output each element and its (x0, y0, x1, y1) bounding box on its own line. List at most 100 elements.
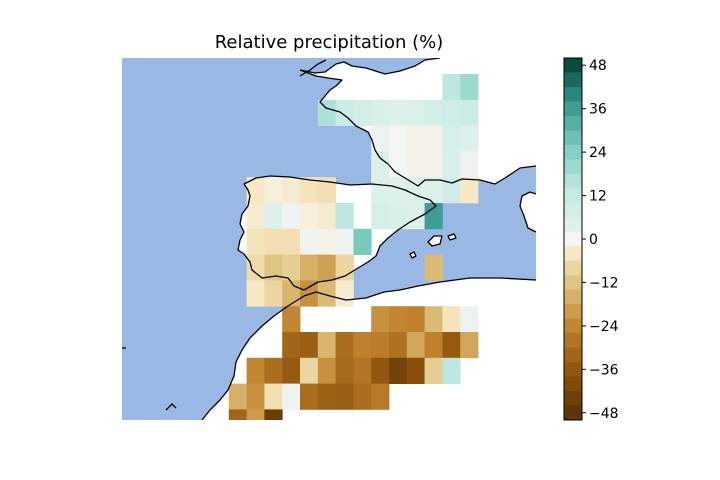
coastline-ibiza (409, 251, 417, 259)
colorbar-band (564, 217, 582, 233)
grid-cell (228, 383, 247, 410)
grid-cell (335, 228, 354, 255)
grid-cell (335, 203, 354, 230)
coastline-france (299, 58, 536, 187)
grid-cell (300, 280, 319, 307)
colorbar-band (564, 318, 582, 334)
grid-cell (335, 99, 354, 126)
grid-cell (335, 280, 354, 307)
grid-cell (406, 99, 425, 126)
grid-cell (389, 332, 408, 359)
colorbar-band (564, 376, 582, 392)
colorbar-tick-label: 48 (589, 58, 607, 74)
grid-cell (371, 177, 390, 204)
grid-cell (264, 254, 283, 281)
grid-cell (246, 254, 265, 281)
colorbar-band (564, 58, 582, 73)
colorbar-tick-label: 24 (589, 145, 607, 161)
colorbar-band (564, 144, 582, 160)
colorbar-band (564, 260, 582, 276)
colorbar-tick-label: −24 (589, 319, 619, 335)
grid-cell (442, 99, 461, 126)
grid-cell (264, 383, 283, 410)
grid-cell (246, 409, 265, 420)
grid-cell (371, 151, 390, 178)
grid-cell (460, 125, 479, 152)
colorbar-band (564, 347, 582, 363)
grid-cell (246, 357, 265, 384)
colorbar-tick-label: −12 (589, 275, 619, 291)
grid-cell (282, 306, 301, 333)
grid-cell (335, 254, 354, 281)
colorbar-ticks: 48 36 24 12 0 −12 −24 −36 −48 (582, 58, 619, 422)
grid-cell (424, 306, 443, 333)
colorbar-gradient (564, 58, 582, 421)
figure-title: Relative precipitation (%) (215, 32, 444, 53)
grid-cell (282, 177, 301, 204)
grid-cell (371, 203, 390, 230)
grid-cell (282, 383, 301, 410)
grid-cell (300, 177, 319, 204)
colorbar-band (564, 86, 582, 102)
grid-cell (246, 177, 265, 204)
grid-cell (406, 357, 425, 384)
coastline-iberia (237, 175, 437, 291)
grid-cell (406, 332, 425, 359)
grid-cell (406, 203, 425, 230)
grid-cell (389, 125, 408, 152)
grid-cell (406, 151, 425, 178)
coastline-mallorca (427, 235, 443, 247)
grid-cell (282, 203, 301, 230)
grid-cell (264, 177, 283, 204)
colorbar-band (564, 405, 582, 421)
colorbar-band (564, 130, 582, 146)
grid-cell (389, 177, 408, 204)
grid-cell (282, 254, 301, 281)
grid-cell (264, 357, 283, 384)
grid-cell (317, 280, 336, 307)
grid-cell (300, 332, 319, 359)
grid-cell (300, 228, 319, 255)
colorbar-band (564, 173, 582, 189)
grid-cell (460, 177, 479, 204)
grid-cell (317, 177, 336, 204)
colorbar-tick-label: 0 (589, 232, 598, 248)
coastline-north-africa (201, 277, 536, 420)
colorbar-band (564, 115, 582, 131)
coastline-canary (122, 347, 177, 411)
grid-cell (424, 203, 443, 230)
grid-cell (460, 306, 479, 333)
grid-cell (264, 409, 283, 420)
grid-cell (442, 151, 461, 178)
grid-cell (317, 254, 336, 281)
colorbar-band (564, 72, 582, 88)
grid-cell (353, 99, 372, 126)
land-corsica (520, 192, 536, 232)
colorbar-tick-label: 12 (589, 189, 607, 205)
grid-cell (389, 99, 408, 126)
grid-cell (317, 383, 336, 410)
colorbar-band (564, 304, 582, 320)
grid-cell (424, 125, 443, 152)
colorbar-band (564, 101, 582, 117)
grid-cell (353, 332, 372, 359)
grid-cell (317, 99, 336, 126)
grid-cell (264, 203, 283, 230)
coastlines (122, 58, 536, 420)
grid-cell (442, 177, 461, 204)
grid-cell (442, 357, 461, 384)
grid-cell (282, 357, 301, 384)
grid-cell (246, 228, 265, 255)
grid-cell (335, 383, 354, 410)
grid-cell (389, 306, 408, 333)
grid-cell (406, 306, 425, 333)
grid-cell (424, 254, 443, 281)
grid-cell (246, 280, 265, 307)
grid-cell (282, 228, 301, 255)
grid-cell (371, 99, 390, 126)
grid-cell (317, 228, 336, 255)
grid-cell (246, 203, 265, 230)
grid-cell (424, 151, 443, 178)
grid-cell (300, 203, 319, 230)
grid-cell (282, 332, 301, 359)
